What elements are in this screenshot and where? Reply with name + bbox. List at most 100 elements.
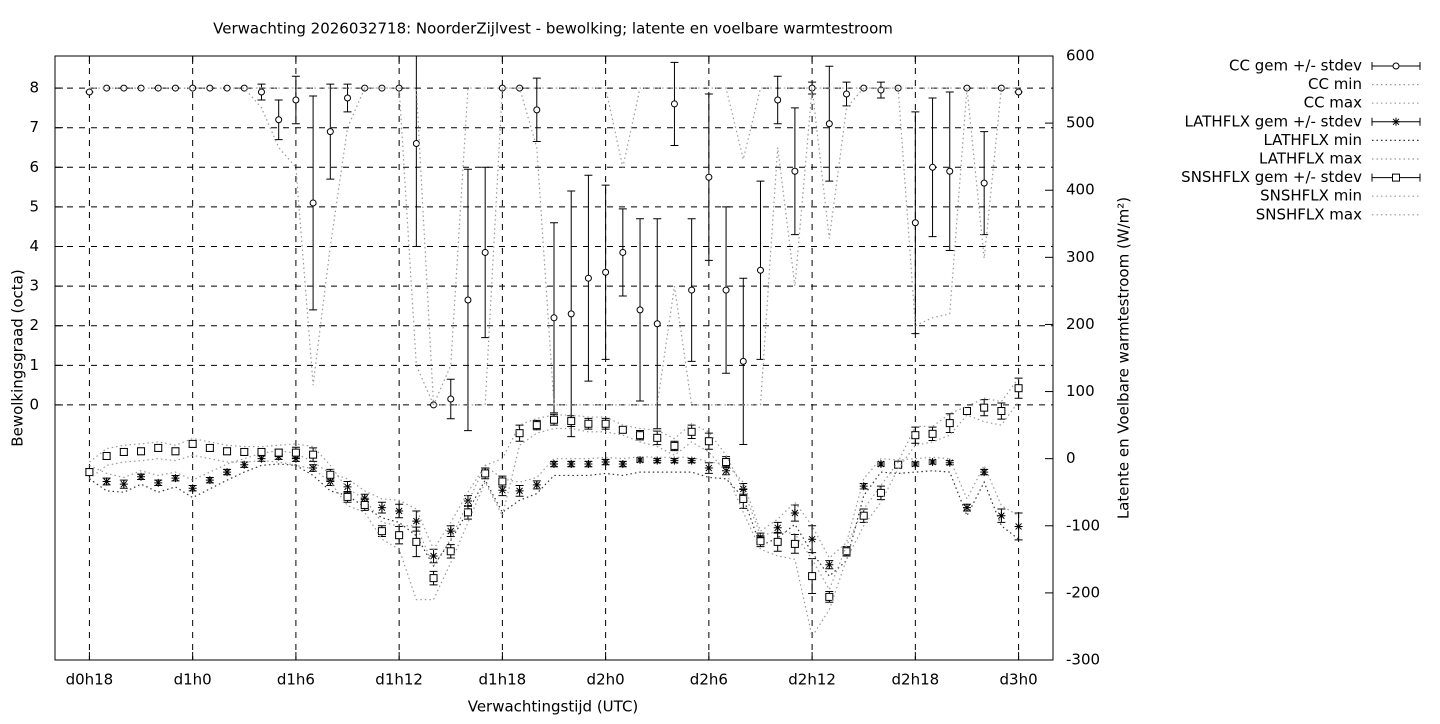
marker-square bbox=[997, 407, 1006, 416]
marker-square bbox=[171, 447, 180, 456]
marker-square bbox=[532, 421, 541, 430]
marker-star bbox=[532, 480, 541, 489]
y-tick-label: 5 bbox=[29, 197, 39, 215]
y2-tick-label: -300 bbox=[1066, 651, 1100, 669]
marker-square bbox=[808, 572, 817, 581]
marker-circle bbox=[1015, 88, 1023, 96]
marker-square bbox=[395, 531, 404, 540]
marker-square bbox=[722, 458, 731, 467]
marker-star bbox=[980, 468, 989, 477]
marker-square bbox=[515, 429, 524, 438]
marker-square bbox=[550, 415, 558, 424]
marker-circle bbox=[481, 248, 489, 256]
marker-circle bbox=[756, 266, 764, 274]
marker-circle bbox=[464, 296, 472, 304]
marker-square bbox=[790, 539, 799, 548]
marker-circle bbox=[825, 120, 833, 128]
plot-area bbox=[85, 56, 1023, 639]
legend-label: LATHFLX gem +/- stdev bbox=[1184, 112, 1362, 130]
y-tick-label: 1 bbox=[29, 356, 39, 374]
marker-star bbox=[274, 452, 283, 461]
x-tick-label: d0h18 bbox=[66, 671, 114, 689]
marker-square bbox=[618, 425, 627, 434]
x-tick-label: d1h18 bbox=[479, 671, 527, 689]
legend-label: SNSHFLX min bbox=[1260, 187, 1362, 205]
marker-circle bbox=[705, 173, 713, 181]
legend-label: SNSHFLX max bbox=[1256, 205, 1362, 223]
x-tick-label: d2h18 bbox=[892, 671, 940, 689]
chart-title: Verwachting 2026032718: NoorderZijlvest … bbox=[213, 20, 893, 38]
marker-square bbox=[567, 417, 576, 426]
marker-circle bbox=[929, 163, 937, 171]
legend-label: SNSHFLX gem +/- stdev bbox=[1181, 168, 1362, 186]
marker-square bbox=[257, 447, 266, 456]
marker-star bbox=[739, 484, 748, 493]
legend-label: CC min bbox=[1308, 75, 1362, 93]
marker-square bbox=[412, 537, 421, 546]
marker-circle bbox=[980, 179, 988, 187]
y-axis-label: Bewolkingsgraad (octa) bbox=[9, 269, 27, 446]
marker-square bbox=[463, 508, 472, 517]
marker-square bbox=[636, 431, 645, 440]
y2-tick-label: -100 bbox=[1066, 516, 1100, 534]
marker-star bbox=[825, 560, 834, 569]
marker-square bbox=[188, 439, 197, 448]
series-line bbox=[89, 401, 1020, 639]
marker-star bbox=[550, 460, 558, 469]
marker-square bbox=[756, 537, 765, 546]
marker-star bbox=[188, 484, 197, 493]
marker-star bbox=[446, 527, 455, 536]
y2-tick-label: 400 bbox=[1066, 181, 1095, 199]
marker-square bbox=[980, 403, 989, 412]
marker-circle bbox=[739, 357, 747, 365]
marker-square bbox=[1392, 173, 1400, 182]
marker-star bbox=[119, 480, 128, 489]
marker-square bbox=[773, 537, 782, 546]
marker-star bbox=[205, 476, 214, 485]
marker-square bbox=[876, 488, 885, 497]
marker-star bbox=[360, 494, 369, 503]
marker-star bbox=[395, 507, 404, 516]
marker-square bbox=[360, 500, 369, 509]
marker-square bbox=[687, 427, 696, 436]
marker-circle bbox=[584, 274, 592, 282]
marker-circle bbox=[688, 286, 696, 294]
marker-square bbox=[962, 407, 971, 416]
x-tick-label: d1h0 bbox=[174, 671, 212, 689]
marker-circle bbox=[257, 88, 265, 96]
marker-star bbox=[790, 509, 799, 518]
marker-star bbox=[567, 460, 576, 469]
series-line bbox=[89, 377, 1020, 591]
marker-circle bbox=[670, 100, 678, 108]
marker-square bbox=[928, 429, 937, 438]
marker-square bbox=[945, 419, 954, 428]
x-tick-label: d1h6 bbox=[277, 671, 315, 689]
marker-circle bbox=[567, 310, 575, 318]
marker-square bbox=[377, 527, 386, 536]
marker-square bbox=[739, 494, 748, 503]
y-tick-label: 7 bbox=[29, 118, 39, 136]
marker-circle bbox=[791, 167, 799, 175]
y2-tick-label: 200 bbox=[1066, 315, 1095, 333]
marker-circle bbox=[843, 90, 851, 98]
marker-circle bbox=[911, 219, 919, 227]
series-line bbox=[89, 463, 1019, 578]
marker-circle bbox=[412, 140, 420, 148]
marker-star bbox=[704, 464, 713, 473]
marker-star bbox=[377, 503, 386, 512]
marker-square bbox=[85, 468, 94, 477]
marker-square bbox=[498, 477, 507, 486]
marker-star bbox=[636, 456, 645, 465]
y-tick-label: 0 bbox=[29, 395, 39, 413]
marker-square bbox=[205, 443, 214, 452]
marker-circle bbox=[85, 88, 93, 96]
marker-star bbox=[722, 466, 731, 475]
y2-tick-label: 300 bbox=[1066, 248, 1095, 266]
marker-square bbox=[670, 441, 679, 450]
marker-square bbox=[584, 419, 593, 428]
marker-square bbox=[119, 447, 128, 456]
marker-star bbox=[1392, 117, 1400, 126]
y-tick-label: 6 bbox=[29, 158, 39, 176]
marker-square bbox=[481, 469, 490, 478]
marker-circle bbox=[722, 286, 730, 294]
